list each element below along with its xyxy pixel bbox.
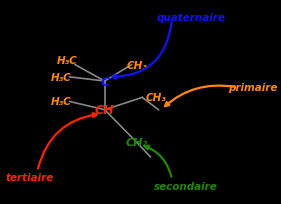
Text: H₃C: H₃C (56, 56, 77, 66)
Text: secondaire: secondaire (153, 181, 217, 191)
Text: CH₃: CH₃ (126, 60, 147, 70)
Text: CH: CH (95, 104, 114, 117)
Text: H₃C: H₃C (51, 97, 72, 107)
Text: H₃C: H₃C (51, 73, 72, 82)
FancyArrowPatch shape (165, 86, 234, 107)
Text: CH₂: CH₂ (126, 138, 148, 148)
FancyArrowPatch shape (38, 114, 97, 169)
Text: primaire: primaire (228, 83, 277, 93)
Text: CH₃: CH₃ (146, 93, 166, 103)
FancyArrowPatch shape (113, 23, 172, 79)
FancyArrowPatch shape (145, 146, 171, 177)
Text: tertiaire: tertiaire (5, 173, 53, 182)
Text: quaternaire: quaternaire (156, 13, 225, 23)
Text: C: C (100, 75, 109, 88)
